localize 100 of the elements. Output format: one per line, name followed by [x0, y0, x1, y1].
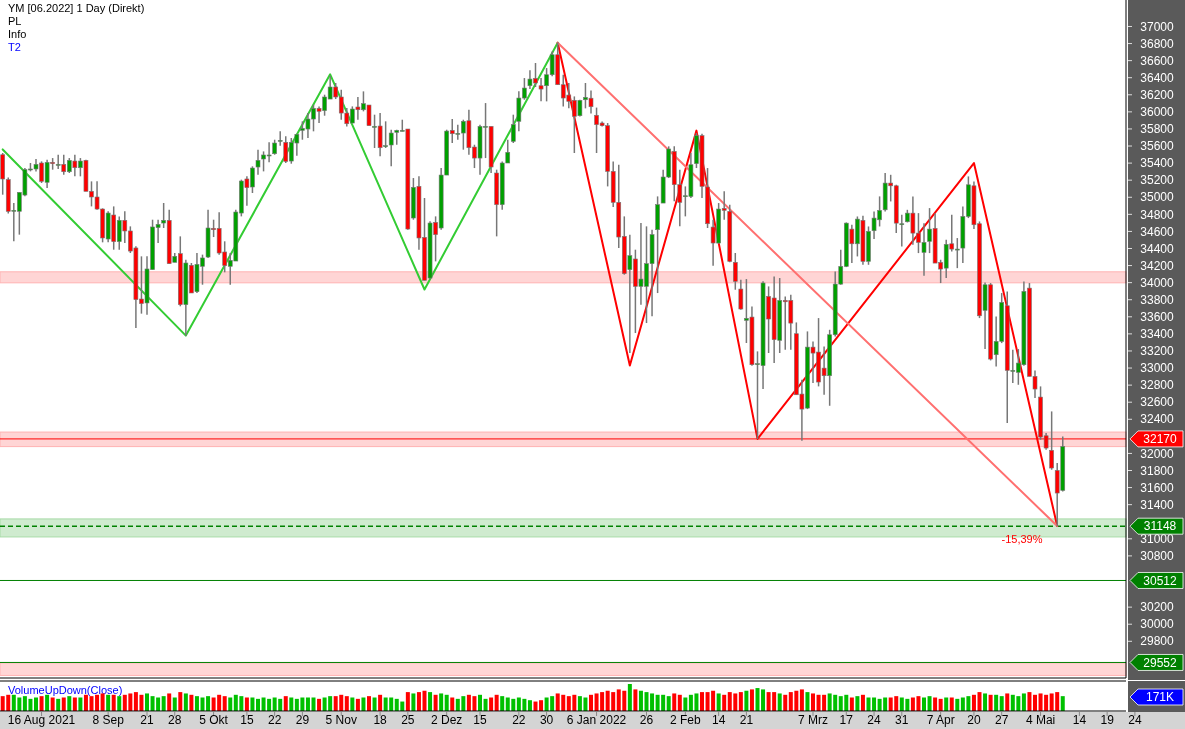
x-tick-label: 14 [711, 713, 726, 727]
x-tick-label: 6 Jan 2022 [566, 713, 627, 727]
bar [405, 692, 410, 711]
ref-line-label: 31148 [1143, 519, 1177, 534]
bar [988, 694, 993, 711]
bar [494, 694, 499, 711]
bar [411, 693, 416, 711]
candlestick [738, 278, 744, 311]
bar [638, 690, 643, 711]
bar [256, 698, 260, 711]
y-tick-label: 32400 [1140, 412, 1175, 427]
y-tick-label: 29800 [1140, 634, 1175, 649]
bar [106, 694, 111, 711]
y-tick-label: 31000 [1140, 532, 1175, 547]
y-tick-label: 30000 [1140, 617, 1175, 632]
bar [444, 694, 449, 711]
x-tick-label: 22 [512, 713, 526, 727]
bar [500, 696, 505, 711]
text: 171K [1145, 690, 1175, 705]
y-tick-label: 33600 [1140, 310, 1175, 324]
candlestick [511, 113, 516, 144]
x-tick-label: 4 Mai [1025, 713, 1056, 727]
bar [589, 694, 593, 711]
candlestick [733, 252, 738, 291]
ref-line-label: 29552 [1143, 655, 1178, 670]
bar [483, 698, 488, 711]
x-tick-label: 21 [140, 713, 154, 727]
y-tick-label: 33800 [1140, 292, 1175, 307]
x-tick-label: 26 [639, 713, 654, 727]
bar [67, 696, 72, 711]
bar [478, 694, 482, 711]
bar [83, 694, 88, 711]
bar [428, 692, 433, 711]
annotation: Info [8, 28, 27, 40]
y-tick-label: 34600 [1140, 224, 1175, 239]
bar [672, 693, 677, 711]
bar [355, 698, 360, 711]
y-tick-label: 31600 [1140, 480, 1175, 495]
bar [344, 696, 349, 711]
line-series [1, 41, 559, 337]
x-tick-label: 24 [867, 713, 882, 727]
bar [994, 694, 999, 711]
x-tick-label: 24 [1128, 713, 1142, 727]
y-tick-label: 32800 [1140, 378, 1175, 393]
bar [189, 694, 194, 711]
bar [178, 692, 183, 711]
x-tick-label: 16 Aug 2021 [7, 713, 76, 727]
y-tick-label: 37000 [1140, 19, 1175, 34]
y-tick-label: 36800 [1140, 36, 1175, 51]
y-tick-label: 32000 [1140, 446, 1175, 461]
annotation: -15,39% [1001, 532, 1043, 545]
bar [433, 694, 438, 711]
x-tick-label: 7 Mrz [798, 713, 828, 727]
bar [627, 684, 632, 711]
x-tick-label: 22 [267, 713, 282, 727]
x-tick-label: 31 [895, 713, 909, 727]
x-tick-label: 7 Apr [926, 713, 955, 727]
annotation: T2 [8, 41, 21, 53]
bar [1005, 693, 1010, 711]
bar [439, 693, 444, 711]
y-tick-label: 30800 [1140, 549, 1175, 564]
bar [416, 692, 421, 711]
bar [167, 693, 172, 711]
bar [700, 692, 704, 711]
bar [378, 694, 383, 711]
bar [1027, 692, 1032, 711]
bar [799, 689, 804, 711]
bar [855, 696, 860, 711]
y-tick-label: 36200 [1140, 87, 1175, 102]
bar [811, 693, 815, 711]
bar [938, 698, 943, 711]
bar [677, 694, 682, 711]
chart-title: YM [06.2022] 1 Day (Direkt) [8, 2, 145, 14]
bar [145, 693, 149, 711]
bar [56, 698, 61, 711]
x-tick-label: 21 [739, 713, 754, 727]
y-tick-label: 33200 [1140, 344, 1175, 359]
x-tick-label: 5 Nov [325, 713, 357, 727]
bar [317, 698, 322, 711]
bar [39, 696, 44, 711]
y-tick-label: 31400 [1140, 497, 1175, 512]
candlestick [277, 130, 283, 147]
bar [955, 698, 960, 711]
bar [161, 696, 166, 711]
x-tick-label: 2 Dez [431, 713, 463, 727]
bar [1060, 696, 1065, 711]
bar [1021, 693, 1026, 711]
y-tick-label: 33000 [1140, 361, 1175, 376]
bar [999, 696, 1004, 711]
y-tick-label: 34000 [1140, 275, 1175, 290]
y-tick-label: 35200 [1140, 173, 1175, 188]
bar [633, 689, 638, 711]
x-tick-label: 2 Feb [670, 713, 702, 727]
annotation: PL [8, 15, 22, 27]
y-tick-label: 35600 [1140, 139, 1175, 154]
ref-line-label: 30512 [1143, 573, 1178, 588]
y-tick-label: 30200 [1140, 600, 1175, 615]
x-tick-label: 27 [995, 713, 1009, 727]
y-tick-label: 31800 [1140, 463, 1175, 478]
x-tick-label: 17 [839, 713, 854, 727]
